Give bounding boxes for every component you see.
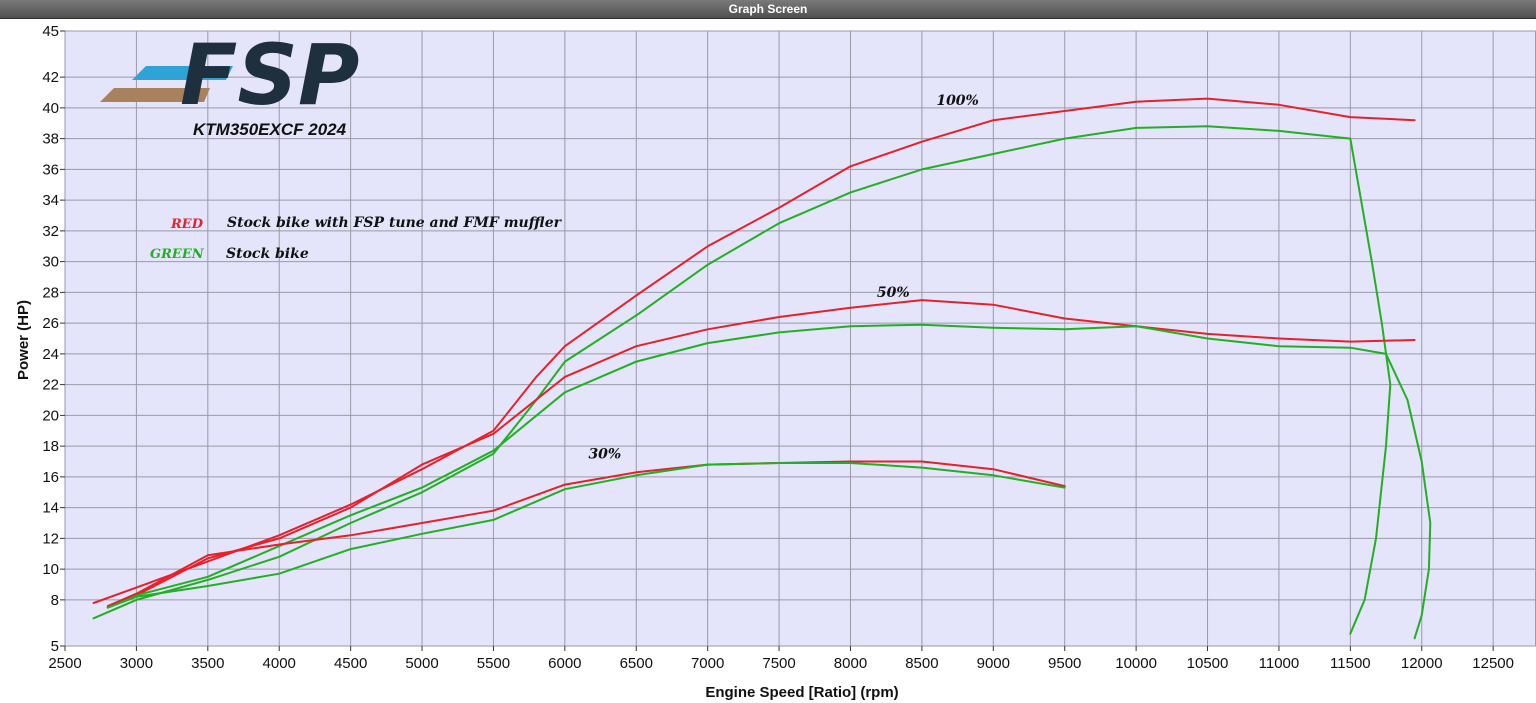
legend-key-green: GREEN xyxy=(150,247,205,262)
fsp-logo: FSP xyxy=(100,26,359,124)
y-tick-label: 32 xyxy=(42,223,59,240)
x-tick-label: 4500 xyxy=(334,655,367,672)
annotation-label: 100% xyxy=(936,93,979,109)
x-tick-label: 8500 xyxy=(905,655,938,672)
y-tick-label: 14 xyxy=(42,500,59,517)
series-line-red-50- xyxy=(106,299,1416,609)
x-axis-title: Engine Speed [Ratio] (rpm) xyxy=(705,684,898,701)
x-tick-label: 5500 xyxy=(477,655,510,672)
y-tick-label: 28 xyxy=(42,284,59,301)
y-tick-label: 16 xyxy=(42,469,59,486)
x-tick-label: 11500 xyxy=(1330,655,1371,672)
bike-model-label: KTM350EXCF 2024 xyxy=(193,120,347,139)
logo-stripe-tan xyxy=(100,88,210,102)
y-tick-label: 10 xyxy=(42,561,59,578)
y-tick-label: 26 xyxy=(42,315,59,332)
x-tick-labels: 2500 3000 3500 4000 4500 5000 5500 6000 6500 7000… xyxy=(48,646,1514,672)
x-tick-label: 3500 xyxy=(191,655,224,672)
series-line-red-100- xyxy=(92,97,1416,604)
y-tick-label: 18 xyxy=(42,438,59,455)
x-tick-label: 3000 xyxy=(120,655,153,672)
annotation-label: 30% xyxy=(588,446,621,462)
x-tick-label: 5000 xyxy=(405,655,438,672)
y-tick-label: 42 xyxy=(42,69,59,86)
logo-text: FSP xyxy=(180,26,359,124)
curve-annotations: 100% 50% 30% xyxy=(588,93,978,463)
x-tick-label: 8000 xyxy=(834,655,867,672)
y-tick-label: 34 xyxy=(42,192,59,209)
x-tick-label: 11000 xyxy=(1259,655,1300,672)
grid-lines xyxy=(64,30,1536,647)
x-tick-label: 7000 xyxy=(691,655,724,672)
y-tick-label: 8 xyxy=(51,592,59,609)
y-tick-label: 45 xyxy=(42,23,59,40)
x-tick-label: 12000 xyxy=(1401,655,1443,672)
x-tick-label: 2500 xyxy=(48,655,81,672)
series-line-red-30- xyxy=(106,460,1066,607)
x-tick-label: 7500 xyxy=(762,655,795,672)
y-tick-label: 5 xyxy=(51,638,59,655)
series-line-green-50- xyxy=(106,323,1432,640)
x-tick-label: 10500 xyxy=(1187,655,1229,672)
legend-label-red: Stock bike with FSP tune and FMF muffler xyxy=(227,215,563,231)
y-axis-title: Power (HP) xyxy=(15,300,32,380)
window-titlebar: Graph Screen xyxy=(0,0,1536,19)
series-line-green-100- xyxy=(92,125,1392,635)
legend-label-green: Stock bike xyxy=(226,246,309,262)
window-title: Graph Screen xyxy=(728,2,808,16)
y-tick-label: 30 xyxy=(42,254,59,271)
y-tick-label: 40 xyxy=(42,100,59,117)
y-tick-label: 12 xyxy=(42,530,59,547)
x-tick-label: 6500 xyxy=(620,655,653,672)
x-tick-label: 4000 xyxy=(263,655,296,672)
dyno-chart: 5 8 10 12 14 16 18 20 22 24 26 28 30 32 34 36 38 40 42 45 2… xyxy=(15,23,1536,701)
y-tick-label: 22 xyxy=(42,377,59,394)
legend: RED Stock bike with FSP tune and FMF muf… xyxy=(150,215,563,262)
x-tick-label: 6000 xyxy=(548,655,581,672)
legend-key-red: RED xyxy=(170,217,204,232)
y-tick-label: 20 xyxy=(42,407,59,424)
x-tick-label: 12500 xyxy=(1472,655,1514,672)
x-tick-label: 9500 xyxy=(1048,655,1081,672)
y-tick-labels: 5 8 10 12 14 16 18 20 22 24 26 28 30 32 34 36 38 40 42 45 xyxy=(42,23,65,655)
y-tick-label: 24 xyxy=(42,346,59,363)
x-tick-label: 10000 xyxy=(1115,655,1157,672)
logo-stripe-blue xyxy=(132,66,233,80)
annotation-label: 50% xyxy=(877,285,910,301)
x-tick-label: 9000 xyxy=(977,655,1010,672)
y-tick-label: 38 xyxy=(42,131,59,148)
series-lines xyxy=(92,97,1432,640)
y-tick-label: 36 xyxy=(42,161,59,178)
series-line-green-30- xyxy=(106,462,1066,609)
